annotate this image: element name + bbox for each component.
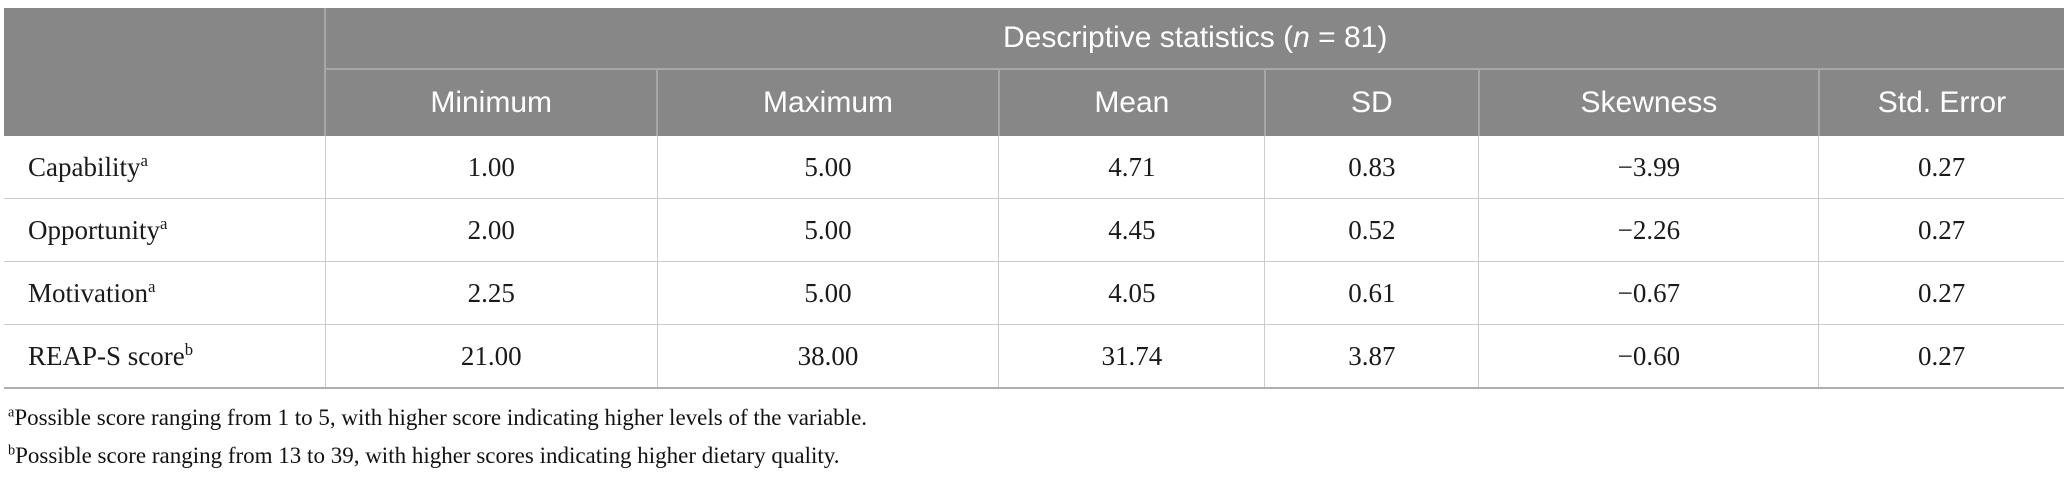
- corner-cell: [4, 8, 327, 136]
- table-row-reaps-score: REAP-S scoreb 21.00 38.00 31.74 3.87 −0.…: [4, 324, 2064, 389]
- cell-value: 0.27: [1818, 261, 2064, 325]
- footnote-b-text: Possible score ranging from 13 to 39, wi…: [15, 443, 840, 468]
- cell-value: 0.52: [1264, 198, 1479, 262]
- row-label: Capabilitya: [4, 136, 326, 199]
- row-label: REAP-S scoreb: [4, 324, 326, 389]
- table-title-n: n: [1293, 21, 1310, 54]
- row-label-text: Motivation: [28, 277, 148, 308]
- col-header-std-error: Std. Error: [1817, 69, 2064, 136]
- row-label-text: Opportunity: [28, 214, 160, 245]
- col-header-skewness: Skewness: [1477, 69, 1819, 136]
- col-header-mean: Mean: [997, 69, 1265, 136]
- cell-value: 0.27: [1818, 324, 2064, 389]
- cell-value: −3.99: [1478, 136, 1819, 199]
- footnote-a-text: Possible score ranging from 1 to 5, with…: [14, 405, 868, 430]
- row-label-text: Capability: [28, 151, 141, 182]
- row-label: Opportunitya: [4, 198, 326, 262]
- cell-value: 1.00: [324, 136, 658, 199]
- table-row-opportunity: Opportunitya 2.00 5.00 4.45 0.52 −2.26 0…: [4, 198, 2064, 262]
- col-header-maximum: Maximum: [656, 69, 999, 136]
- cell-value: 4.45: [998, 198, 1265, 262]
- cell-value: 2.25: [324, 261, 658, 325]
- table-header: Descriptive statistics (n = 81) Minimum …: [4, 8, 2064, 136]
- cell-value: 0.83: [1264, 136, 1479, 199]
- row-label-sup: a: [140, 150, 148, 170]
- table-row-capability: Capabilitya 1.00 5.00 4.71 0.83 −3.99 0.…: [4, 136, 2064, 199]
- footnote-b-sup: b: [8, 442, 16, 459]
- cell-value: 4.05: [998, 261, 1265, 325]
- footnote-b: bPossible score ranging from 13 to 39, w…: [8, 437, 2068, 475]
- cell-value: 4.71: [998, 136, 1265, 199]
- table-row-motivation: Motivationa 2.25 5.00 4.05 0.61 −0.67 0.…: [4, 261, 2064, 325]
- row-label-sup: b: [184, 339, 194, 359]
- footnote-a: aPossible score ranging from 1 to 5, wit…: [8, 399, 2068, 437]
- table-title: Descriptive statistics (n = 81): [325, 8, 2064, 70]
- row-label-text: REAP-S score: [28, 340, 185, 371]
- cell-value: 2.00: [324, 198, 658, 262]
- cell-value: 0.27: [1818, 198, 2064, 262]
- table-body: Capabilitya 1.00 5.00 4.71 0.83 −3.99 0.…: [4, 136, 2064, 389]
- cell-value: 5.00: [656, 198, 999, 262]
- cell-value: 5.00: [656, 136, 999, 199]
- row-label-sup: a: [160, 213, 168, 233]
- cell-value: 21.00: [324, 324, 658, 389]
- table-title-pre: Descriptive statistics (: [1003, 21, 1294, 54]
- row-label-sup: a: [148, 276, 156, 296]
- table-footnotes: aPossible score ranging from 1 to 5, wit…: [8, 399, 2068, 475]
- cell-value: 0.27: [1818, 136, 2064, 199]
- cell-value: −0.67: [1478, 261, 1819, 325]
- cell-value: 38.00: [656, 324, 999, 389]
- col-header-sd: SD: [1263, 69, 1479, 136]
- cell-value: 5.00: [656, 261, 999, 325]
- row-label: Motivationa: [4, 261, 326, 325]
- cell-value: 3.87: [1264, 324, 1479, 389]
- cell-value: −2.26: [1478, 198, 1819, 262]
- footnote-a-sup: a: [8, 404, 15, 421]
- descriptive-statistics-table: Descriptive statistics (n = 81) Minimum …: [4, 8, 2064, 389]
- table-title-post: = 81): [1309, 21, 1388, 54]
- cell-value: −0.60: [1478, 324, 1819, 389]
- cell-value: 0.61: [1264, 261, 1479, 325]
- col-header-minimum: Minimum: [325, 69, 658, 136]
- cell-value: 31.74: [998, 324, 1265, 389]
